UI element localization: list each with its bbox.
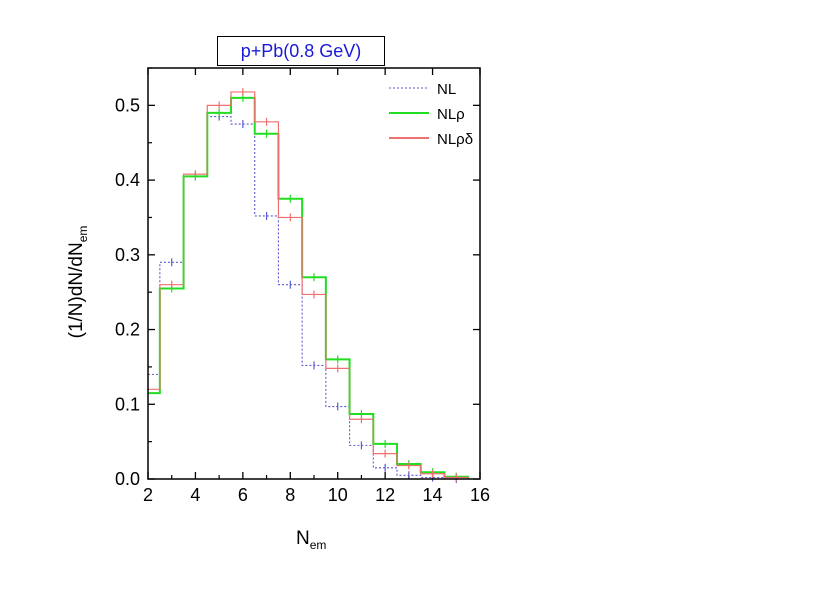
x-tick-label: 6 — [238, 485, 248, 505]
plot-frame — [147, 67, 481, 480]
y-axis-label: (1/N)dN/dNem — [66, 226, 90, 339]
y-tick-label: 0.2 — [115, 320, 140, 340]
y-tick-label: 0.3 — [115, 245, 140, 265]
y-tick-label: 0.5 — [115, 95, 140, 115]
x-tick-label: 10 — [328, 485, 348, 505]
x-axis-label-sub: em — [309, 537, 327, 552]
x-tick-label: 14 — [423, 485, 443, 505]
x-tick-label: 4 — [190, 485, 200, 505]
chart-title: p+Pb(0.8 GeV) — [217, 36, 385, 66]
y-tick-label: 0.0 — [115, 469, 140, 489]
x-axis-label: Nem — [296, 528, 326, 552]
y-axis-label-main: (1/N)dN/dN — [66, 242, 88, 339]
x-axis-label-main: N — [296, 528, 310, 549]
y-tick-label: 0.1 — [115, 394, 140, 414]
y-axis-label-sub: em — [75, 225, 90, 243]
series-line-NLρ — [148, 96, 470, 479]
legend-label: NL — [437, 81, 456, 98]
series-layer — [148, 87, 470, 483]
legend-label: NLρ — [437, 106, 465, 123]
x-tick-label: 12 — [375, 485, 395, 505]
series-line-NLρδ — [148, 91, 469, 479]
ticks-layer: 2 4 6 8 10 12 14 16 0.0 0.1 0.2 0.3 0.4 0.5 — [115, 67, 490, 505]
x-tick-label: 16 — [470, 485, 490, 505]
x-tick-label: 8 — [285, 485, 295, 505]
y-tick-label: 0.4 — [115, 170, 140, 190]
legend-label: NLρδ — [437, 131, 473, 148]
legend: NL NLρ NLρδ — [389, 81, 473, 148]
x-tick-label: 2 — [143, 485, 153, 505]
